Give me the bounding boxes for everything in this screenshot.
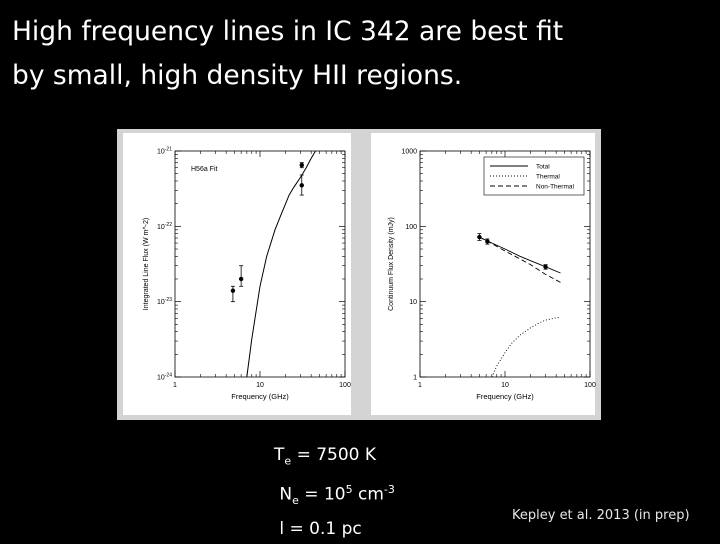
- data-point: [477, 234, 482, 240]
- data-point: [299, 183, 304, 188]
- y-tick-label-exponent: -21: [165, 147, 172, 153]
- y-tick-label: 10-22: [157, 222, 172, 231]
- x-tick-label: 1: [173, 382, 177, 389]
- ne-subscript: e: [292, 494, 299, 508]
- ne-unit: cm: [352, 485, 384, 506]
- te-symbol: T: [274, 445, 285, 465]
- x-tick-label: 100: [584, 382, 596, 389]
- y-axis-title: Integrated Line Flux (W m^-2): [143, 218, 150, 310]
- region-size: l = 0.1 pc: [274, 515, 395, 544]
- ne-unit-exponent: -3: [383, 483, 395, 497]
- electron-temperature: Te = 7500 K: [274, 441, 395, 475]
- x-axis-title: Frequency (GHz): [476, 392, 534, 401]
- left-chart-background: [123, 133, 351, 415]
- data-point: [543, 264, 548, 270]
- te-subscript: e: [284, 454, 292, 468]
- series-line-thermal: [491, 316, 561, 378]
- model-parameters: Te = 7500 K Ne = 105 cm-3 l = 0.1 pc: [274, 441, 395, 544]
- ne-exponent: 5: [345, 483, 353, 497]
- data-point: [299, 162, 304, 168]
- citation: Kepley et al. 2013 (in prep): [512, 508, 690, 523]
- line-flux-chart: 1 10 100 10-24 10-23 10-22 10-21 Frequency (GHz…: [143, 147, 351, 402]
- slide-title-line-1: High frequency lines in IC 342 are best …: [12, 16, 564, 47]
- legend-label: Non-Thermal: [536, 184, 574, 191]
- data-point: [485, 239, 490, 244]
- slide-title-line-2: by small, high density HII regions.: [12, 60, 463, 91]
- y-tick-label: 10-24: [157, 373, 172, 382]
- y-tick-label-exponent: -22: [165, 222, 172, 228]
- slide-title: High frequency lines in IC 342 are best …: [12, 10, 712, 98]
- y-tick-label: 10-21: [157, 147, 172, 156]
- data-point: [230, 288, 236, 293]
- y-tick-label: 1: [413, 375, 417, 382]
- y-tick-label: 1000: [401, 149, 417, 156]
- ne-symbol: N: [279, 485, 293, 506]
- region-size-text: l = 0.1 pc: [279, 519, 362, 540]
- series-line-non-thermal: [479, 236, 561, 283]
- x-axis-title: Frequency (GHz): [231, 392, 289, 401]
- y-tick-label: 10-23: [157, 297, 172, 306]
- electron-density: Ne = 105 cm-3: [274, 475, 395, 515]
- y-axis-title: Continuum Flux Density (mJy): [388, 217, 395, 311]
- fit-annotation: H56a Fit: [191, 166, 218, 173]
- fit-curve-line: [246, 150, 316, 378]
- figure-panel: 1 10 100 10-24 10-23 10-22 10-21 Frequency (GHz…: [117, 129, 601, 420]
- x-tick-label: 10: [256, 382, 264, 389]
- x-tick-label: 10: [501, 382, 509, 389]
- continuum-flux-chart: 1 10 100 1 10 100 1000 Frequency (GHz) Continuum…: [388, 149, 596, 402]
- legend-label: Thermal: [536, 174, 560, 181]
- data-point: [238, 276, 244, 282]
- y-tick-label-exponent: -24: [165, 373, 172, 379]
- legend-label: Total: [536, 164, 550, 171]
- x-tick-label: 100: [339, 382, 351, 389]
- x-tick-label: 1: [418, 382, 422, 389]
- y-tick-label-exponent: -23: [165, 297, 172, 303]
- legend-box: [483, 156, 585, 196]
- te-value: = 7500 K: [291, 445, 377, 465]
- y-tick-label: 10: [409, 299, 417, 306]
- ne-value: = 10: [298, 485, 346, 506]
- y-tick-label: 100: [405, 224, 417, 231]
